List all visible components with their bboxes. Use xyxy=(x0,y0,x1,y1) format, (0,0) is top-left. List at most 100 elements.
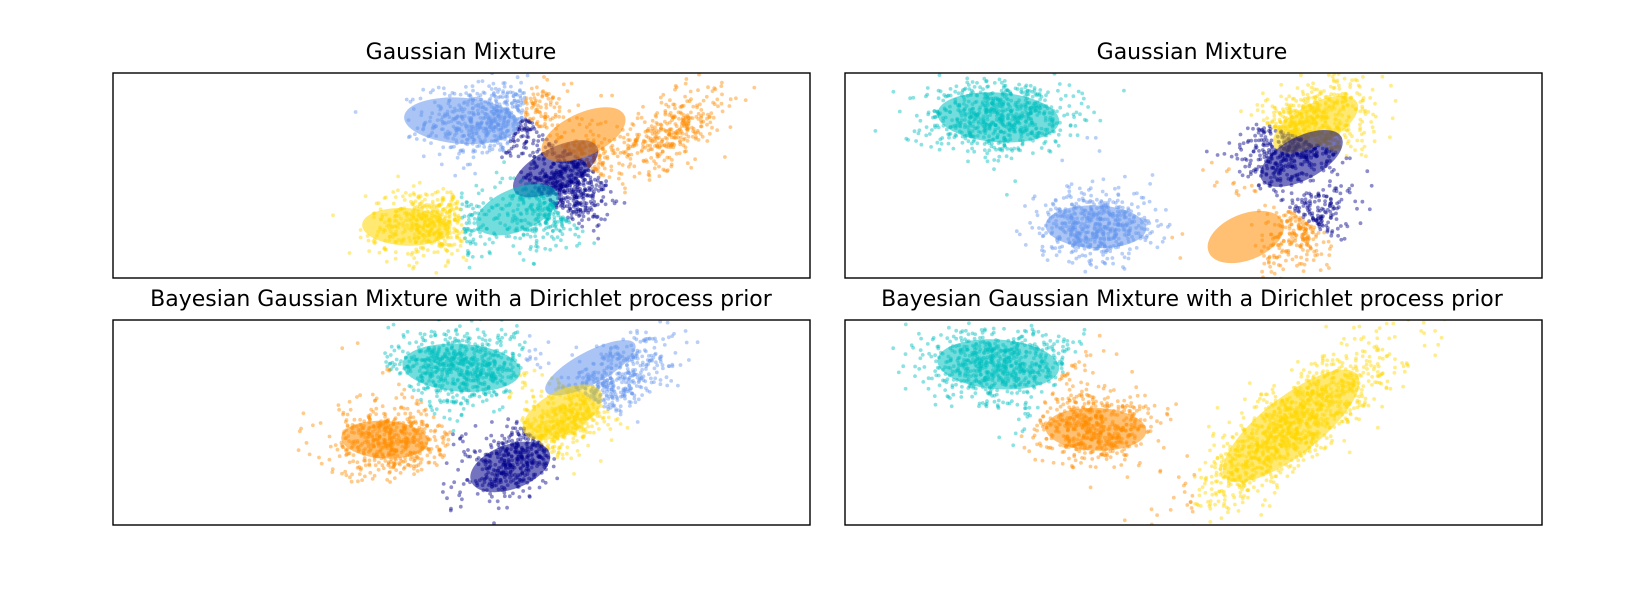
scatter-point xyxy=(1005,192,1009,197)
scatter-point xyxy=(1305,240,1310,245)
scatter-point xyxy=(449,145,454,150)
scatter-point xyxy=(637,171,642,176)
scatter-point xyxy=(1086,105,1090,109)
scatter-point xyxy=(418,194,423,199)
scatter-point xyxy=(1283,116,1287,120)
scatter-point xyxy=(676,135,680,140)
scatter-point xyxy=(1212,183,1217,188)
scatter-point xyxy=(1325,228,1330,233)
scatter-point xyxy=(1372,139,1377,144)
scatter-point xyxy=(1128,247,1132,252)
scatter-point xyxy=(965,80,970,85)
scatter-point xyxy=(402,198,407,202)
scatter-point xyxy=(1302,236,1307,241)
scatter-point xyxy=(688,115,693,120)
scatter-point xyxy=(449,199,454,204)
scatter-point xyxy=(433,210,438,214)
scatter-point xyxy=(584,201,589,206)
scatter-point xyxy=(1240,173,1245,178)
scatter-point xyxy=(1094,265,1099,270)
scatter-point xyxy=(422,204,427,208)
scatter-point xyxy=(728,97,733,102)
scatter-point xyxy=(461,148,465,153)
scatter-point xyxy=(421,154,426,159)
scatter-point xyxy=(1304,236,1309,240)
scatter-point xyxy=(476,79,481,84)
scatter-point xyxy=(535,245,540,249)
scatter-point xyxy=(1288,107,1293,112)
scatter-point xyxy=(1345,224,1350,229)
scatter-point xyxy=(487,148,492,153)
scatter-point xyxy=(603,149,608,154)
scatter-point xyxy=(439,242,443,247)
scatter-point xyxy=(646,148,651,153)
scatter-point xyxy=(1215,153,1220,157)
scatter-point xyxy=(590,196,595,201)
scatter-point xyxy=(1261,118,1266,123)
scatter-point xyxy=(461,166,466,171)
scatter-point xyxy=(1272,271,1277,276)
scatter-point xyxy=(492,93,497,98)
scatter-point xyxy=(1328,201,1332,206)
scatter-point xyxy=(1104,192,1109,197)
scatter-point xyxy=(548,117,553,122)
scatter-point xyxy=(1245,140,1250,145)
scatter-point xyxy=(1117,205,1122,209)
scatter-point xyxy=(1346,127,1351,132)
scatter-point xyxy=(574,189,578,194)
scatter-point xyxy=(564,245,569,250)
scatter-point xyxy=(1144,235,1149,240)
scatter-point xyxy=(457,215,462,220)
scatter-point xyxy=(1019,90,1023,94)
scatter-point xyxy=(1305,92,1310,97)
scatter-point xyxy=(660,139,665,144)
scatter-point xyxy=(1358,221,1363,226)
scatter-point xyxy=(668,145,673,150)
scatter-point xyxy=(524,118,528,123)
scatter-point xyxy=(477,204,481,209)
scatter-point xyxy=(997,77,1002,82)
scatter-point xyxy=(527,120,532,125)
scatter-point xyxy=(653,113,658,117)
scatter-point xyxy=(1067,185,1071,190)
scatter-point xyxy=(686,116,691,121)
scatter-point xyxy=(502,160,506,165)
scatter-point xyxy=(1318,217,1323,222)
scatter-point xyxy=(574,195,579,200)
scatter-point xyxy=(1280,248,1285,253)
scatter-point xyxy=(1301,215,1306,220)
scatter-point xyxy=(734,96,738,101)
scatter-point xyxy=(459,239,464,244)
scatter-point xyxy=(1353,77,1358,82)
scatter-point xyxy=(1316,222,1321,227)
scatter-point xyxy=(464,85,468,89)
scatter-point xyxy=(680,118,685,122)
scatter-point xyxy=(545,77,550,82)
scatter-point xyxy=(699,124,703,129)
plot-title-bgmm-1: Bayesian Gaussian Mixture with a Dirichl… xyxy=(150,287,773,312)
scatter-point xyxy=(1126,206,1131,211)
scatter-point xyxy=(565,89,570,93)
scatter-point xyxy=(500,145,505,150)
scatter-point xyxy=(1318,89,1323,94)
scatter-point xyxy=(599,217,604,222)
scatter-point xyxy=(559,197,564,202)
scatter-point xyxy=(582,200,587,205)
scatter-point xyxy=(455,201,459,206)
scatter-point xyxy=(1307,210,1312,214)
scatter-point xyxy=(466,214,471,219)
scatter-point xyxy=(1043,203,1048,208)
scatter-point xyxy=(961,88,965,92)
scatter-point xyxy=(1097,149,1102,153)
scatter-point xyxy=(546,216,550,221)
scatter-point xyxy=(659,123,664,128)
scatter-point xyxy=(1113,186,1117,191)
scatter-point xyxy=(1309,246,1313,251)
scatter-point xyxy=(659,140,664,144)
scatter-point xyxy=(1256,164,1261,169)
scatter-point xyxy=(674,131,679,136)
scatter-point xyxy=(1319,214,1324,219)
scatter-point xyxy=(1293,236,1298,241)
scatter-point xyxy=(1275,255,1279,260)
scatter-point xyxy=(549,234,554,239)
